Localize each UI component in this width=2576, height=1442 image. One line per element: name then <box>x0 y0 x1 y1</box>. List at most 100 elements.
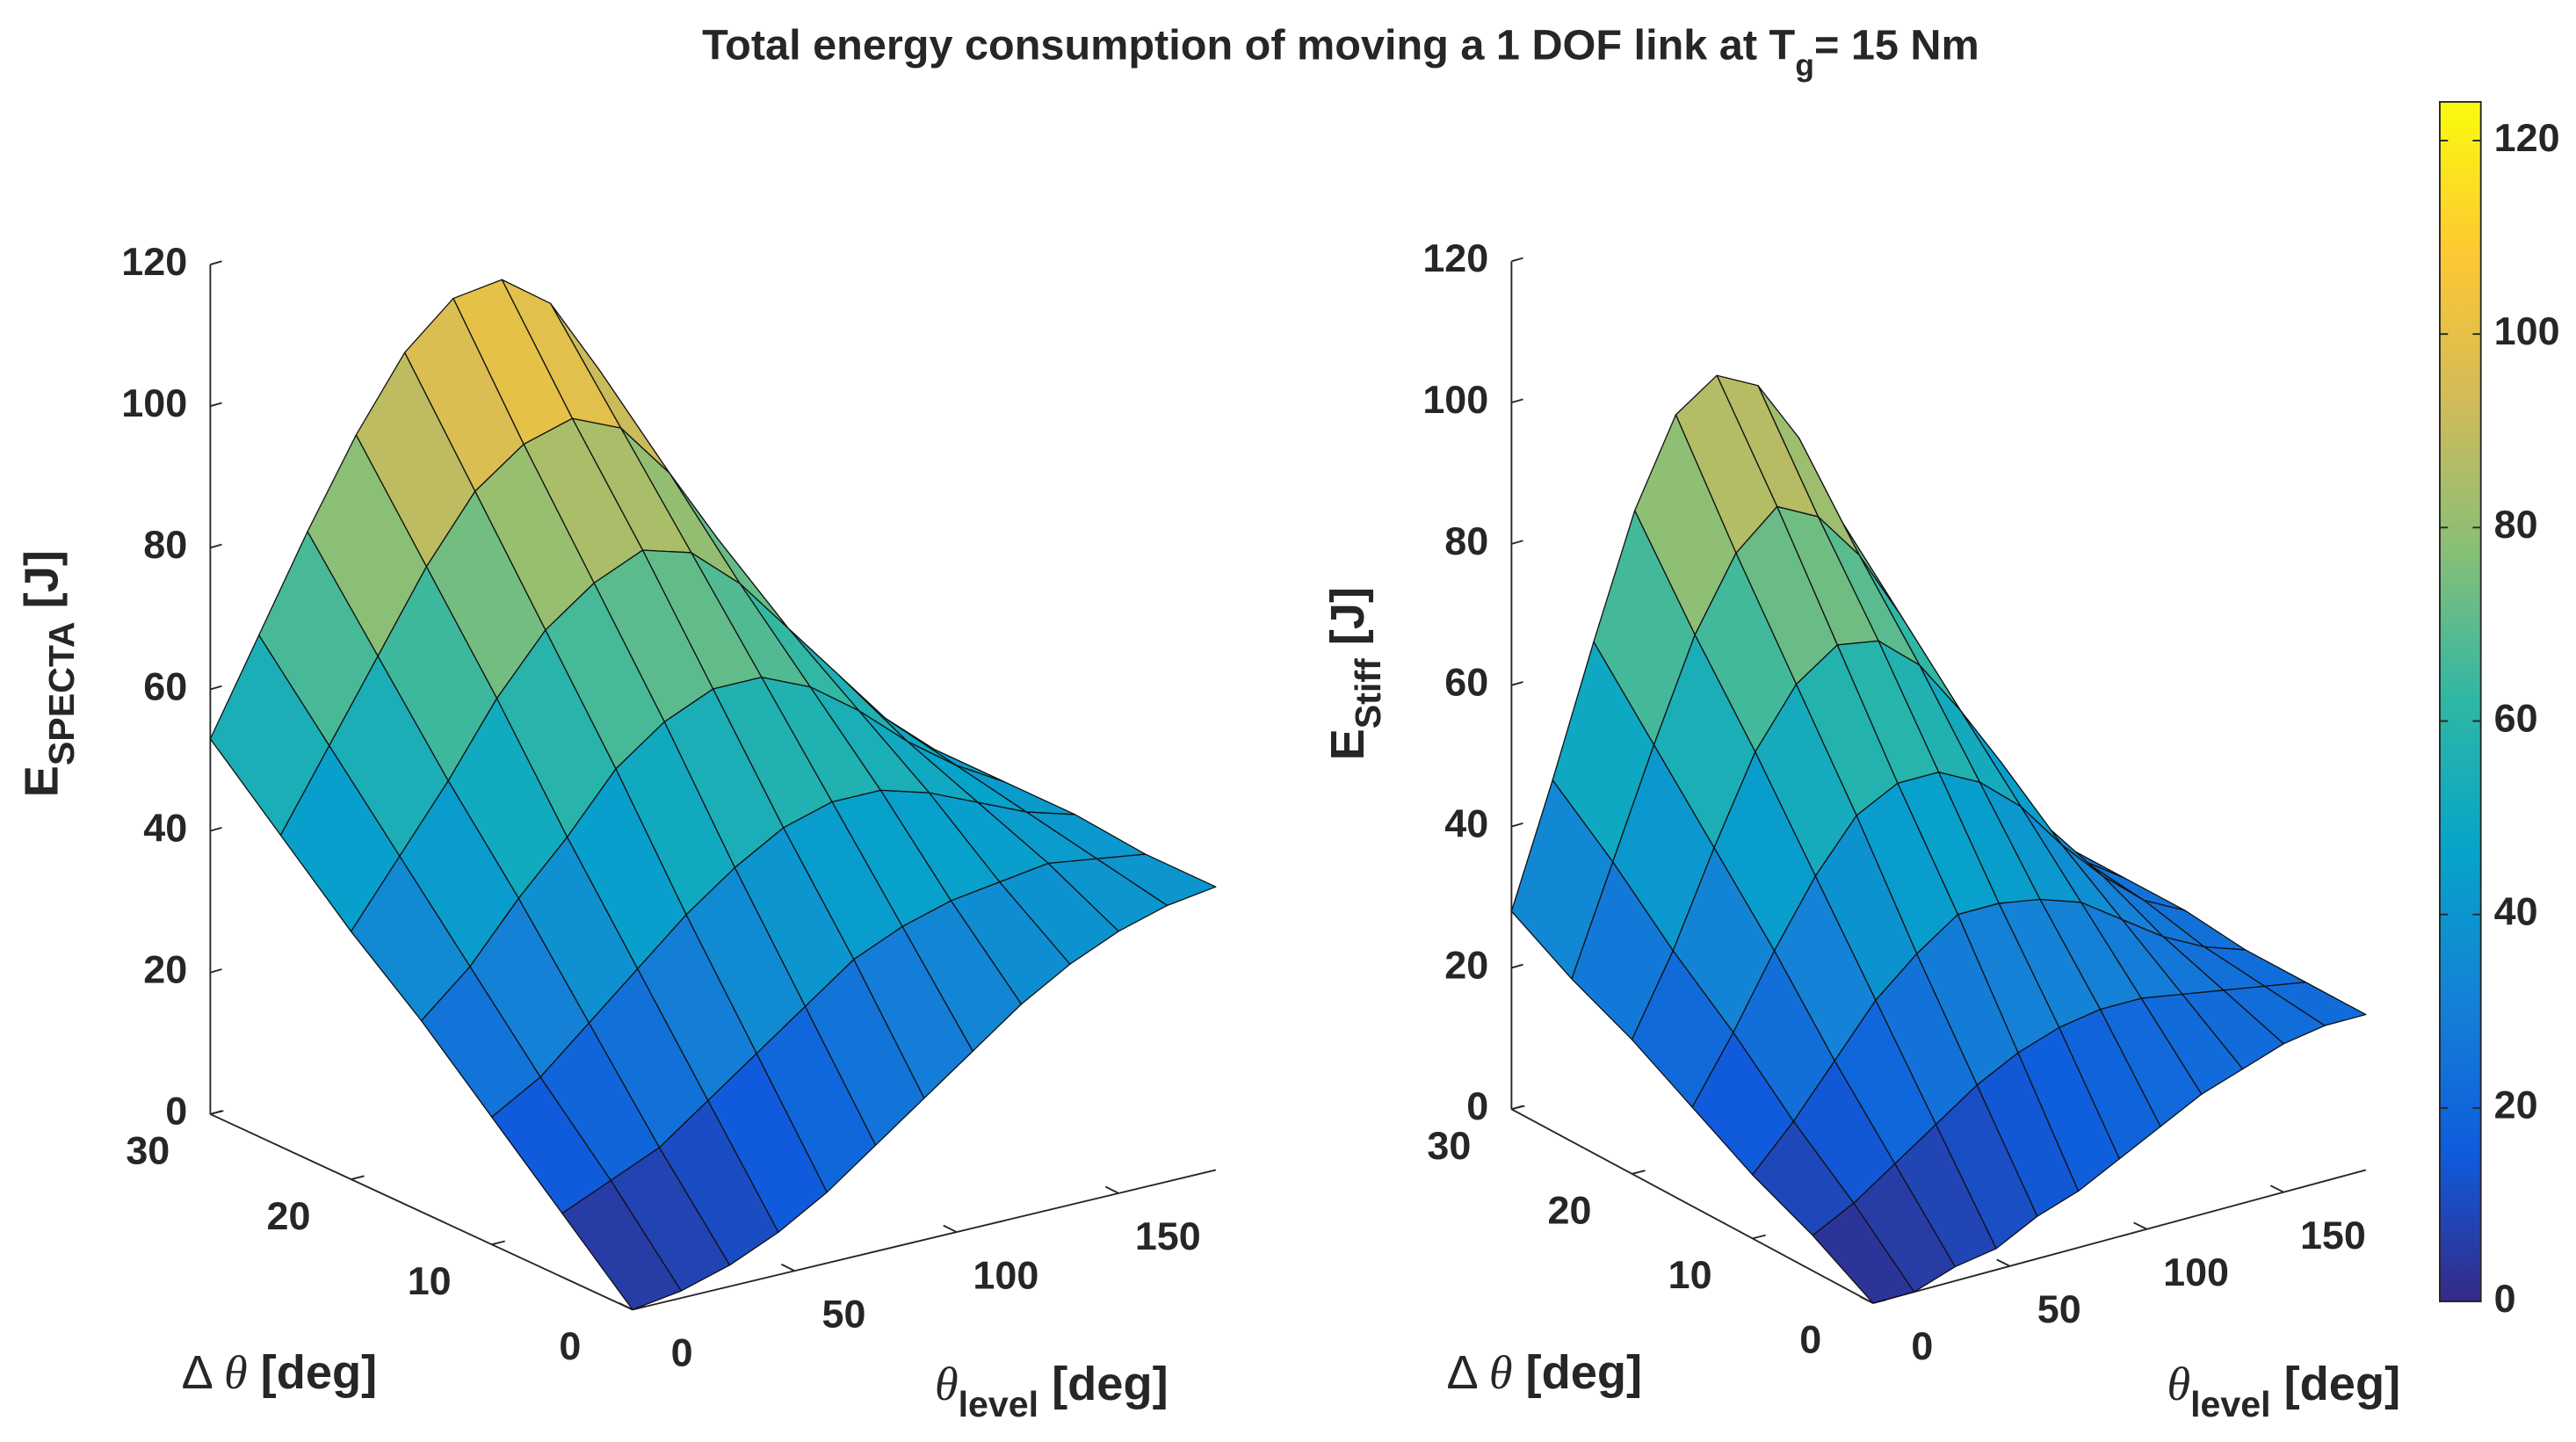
colorbar-tick-label: 120 <box>2494 115 2560 160</box>
x-tick-label: 100 <box>973 1252 1038 1297</box>
z-tick-label: 40 <box>1444 801 1488 845</box>
z-tick <box>210 543 222 549</box>
z-axis-label: ESPECTA [J] <box>15 550 82 797</box>
y-tick-label: 0 <box>559 1323 581 1368</box>
z-tick-label: 40 <box>143 805 187 850</box>
z-tick-label: 20 <box>1444 942 1488 987</box>
y-label-text: Δ <box>1447 1346 1489 1399</box>
x-label-text: [deg] <box>2271 1358 2401 1410</box>
z-tick <box>1511 398 1523 404</box>
x-label-text: [deg] <box>1038 1358 1169 1410</box>
y-tick-label: 30 <box>126 1128 170 1173</box>
z-tick <box>1511 822 1523 828</box>
x-tick-label: 50 <box>2037 1286 2081 1331</box>
chart-title: Total energy consumption of moving a 1 D… <box>702 21 1979 83</box>
x-tick <box>2133 1221 2147 1230</box>
x-tick-label: 0 <box>1911 1323 1933 1368</box>
title-text: Total energy consumption of moving a 1 D… <box>702 21 1795 69</box>
y-tick-label: 20 <box>1548 1188 1592 1233</box>
y-label-text: [deg] <box>248 1346 378 1399</box>
x-tick <box>1104 1185 1119 1194</box>
y-tick <box>1752 1234 1766 1240</box>
colorbar-tick-label: 0 <box>2494 1276 2516 1321</box>
x-axis-label: θlevel [deg] <box>2167 1358 2400 1424</box>
z-tick-label: 60 <box>1444 660 1488 705</box>
z-tick-label: 80 <box>1444 518 1488 563</box>
y-tick-label: 10 <box>408 1258 452 1303</box>
z-tick-label: 80 <box>143 522 187 567</box>
colorbar-tick-label: 20 <box>2494 1083 2538 1127</box>
figure-body: Total energy consumption of moving a 1 D… <box>15 21 2559 1424</box>
y-axis-label: Δ θ [deg] <box>182 1346 378 1399</box>
y-axis <box>209 1113 633 1311</box>
title-subscript: g <box>1795 47 1814 83</box>
x-tick-label: 150 <box>1135 1214 1201 1258</box>
z-tick-label: 120 <box>1422 236 1488 280</box>
z-label-text: [J] <box>1321 587 1374 658</box>
z-tick <box>210 685 222 691</box>
z-label-subscript: SPECTA <box>41 621 82 765</box>
z-label-text: E <box>15 765 68 797</box>
colorbar-tick-label: 80 <box>2494 502 2538 547</box>
x-label-symbol: θ <box>935 1358 959 1410</box>
x-label-subscript: level <box>959 1384 1038 1424</box>
z-tick <box>210 402 222 408</box>
z-tick-label: 100 <box>1422 377 1488 422</box>
x-tick-label: 0 <box>671 1330 693 1375</box>
z-tick <box>1511 681 1523 686</box>
y-label-symbol: θ <box>1489 1346 1513 1399</box>
colorbar-tick-label: 60 <box>2494 695 2538 740</box>
y-tick-label: 10 <box>1668 1252 1712 1297</box>
z-tick <box>210 968 222 974</box>
colorbar <box>2439 101 2482 1302</box>
x-tick <box>619 1302 633 1311</box>
x-axis-label: θlevel [deg] <box>935 1358 1169 1424</box>
x-tick <box>780 1263 795 1272</box>
z-label-text: E <box>1321 728 1374 760</box>
y-label-text: Δ <box>182 1346 224 1399</box>
z-tick-label: 120 <box>121 239 187 284</box>
surface-face <box>1812 1202 1915 1304</box>
y-tick <box>491 1240 505 1246</box>
x-tick <box>1996 1258 2011 1267</box>
z-tick <box>210 260 222 265</box>
surface-face <box>561 1179 682 1311</box>
x-tick <box>1859 1295 1874 1304</box>
y-tick <box>1632 1170 1646 1175</box>
x-label-symbol: θ <box>2167 1358 2190 1410</box>
z-tick-label: 60 <box>143 663 187 708</box>
x-tick-label: 100 <box>2163 1250 2229 1294</box>
z-tick <box>1511 257 1523 263</box>
x-tick-label: 50 <box>821 1291 865 1336</box>
z-label-text: [J] <box>15 550 68 621</box>
y-label-symbol: θ <box>224 1346 248 1399</box>
x-label-subscript: level <box>2190 1384 2270 1424</box>
y-tick-label: 0 <box>1799 1317 1821 1362</box>
x-tick-label: 150 <box>2300 1213 2366 1257</box>
y-axis-label: Δ θ [deg] <box>1447 1346 1643 1399</box>
z-tick <box>210 826 222 832</box>
x-tick <box>943 1224 958 1233</box>
y-tick-label: 30 <box>1427 1123 1471 1168</box>
z-tick <box>1511 963 1523 969</box>
z-tick-label: 100 <box>121 380 187 425</box>
title-text: = 15 Nm <box>1814 21 1979 69</box>
z-label-subscript: Stiff <box>1348 658 1388 728</box>
y-axis <box>1510 1108 1874 1304</box>
y-tick-label: 20 <box>267 1193 311 1238</box>
colorbar-tick-label: 40 <box>2494 889 2538 934</box>
z-tick-label: 20 <box>143 947 187 992</box>
z-axis-label: EStiff [J] <box>1321 587 1388 760</box>
z-tick-label: 0 <box>165 1089 187 1134</box>
z-tick <box>1511 540 1523 545</box>
x-tick <box>2269 1185 2284 1193</box>
y-tick <box>1511 1105 1525 1111</box>
z-tick-label: 0 <box>1466 1083 1488 1128</box>
y-tick <box>351 1175 365 1180</box>
y-tick <box>210 1110 224 1115</box>
colorbar-tick-label: 100 <box>2494 308 2560 353</box>
y-label-text: [deg] <box>1512 1346 1642 1399</box>
